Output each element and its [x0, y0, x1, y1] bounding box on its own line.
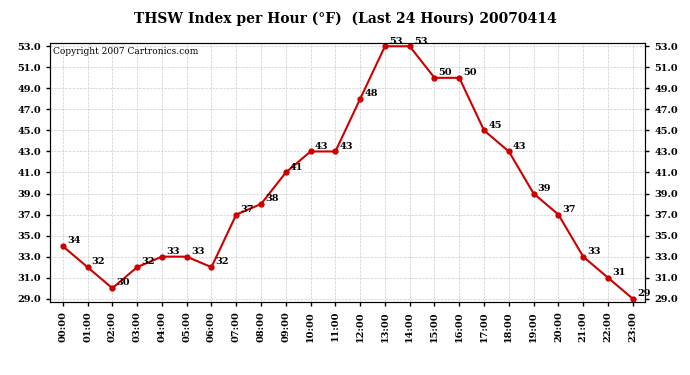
Text: 43: 43 [315, 142, 328, 151]
Text: 31: 31 [612, 268, 626, 277]
Text: 48: 48 [364, 89, 378, 98]
Text: 32: 32 [215, 257, 229, 266]
Text: 50: 50 [439, 68, 452, 77]
Text: 43: 43 [339, 142, 353, 151]
Text: Copyright 2007 Cartronics.com: Copyright 2007 Cartronics.com [53, 47, 199, 56]
Text: 43: 43 [513, 142, 526, 151]
Text: 29: 29 [637, 289, 651, 298]
Text: 53: 53 [414, 36, 427, 45]
Text: 34: 34 [67, 236, 81, 245]
Text: 33: 33 [166, 247, 179, 256]
Text: 45: 45 [489, 121, 502, 130]
Text: 50: 50 [464, 68, 477, 77]
Text: 37: 37 [562, 205, 576, 214]
Text: 39: 39 [538, 184, 551, 193]
Text: 38: 38 [265, 194, 279, 203]
Text: 37: 37 [240, 205, 254, 214]
Text: 33: 33 [191, 247, 204, 256]
Text: THSW Index per Hour (°F)  (Last 24 Hours) 20070414: THSW Index per Hour (°F) (Last 24 Hours)… [134, 11, 556, 26]
Text: 32: 32 [92, 257, 105, 266]
Text: 33: 33 [587, 247, 601, 256]
Text: 30: 30 [117, 278, 130, 287]
Text: 53: 53 [389, 36, 402, 45]
Text: 32: 32 [141, 257, 155, 266]
Text: 41: 41 [290, 163, 304, 172]
